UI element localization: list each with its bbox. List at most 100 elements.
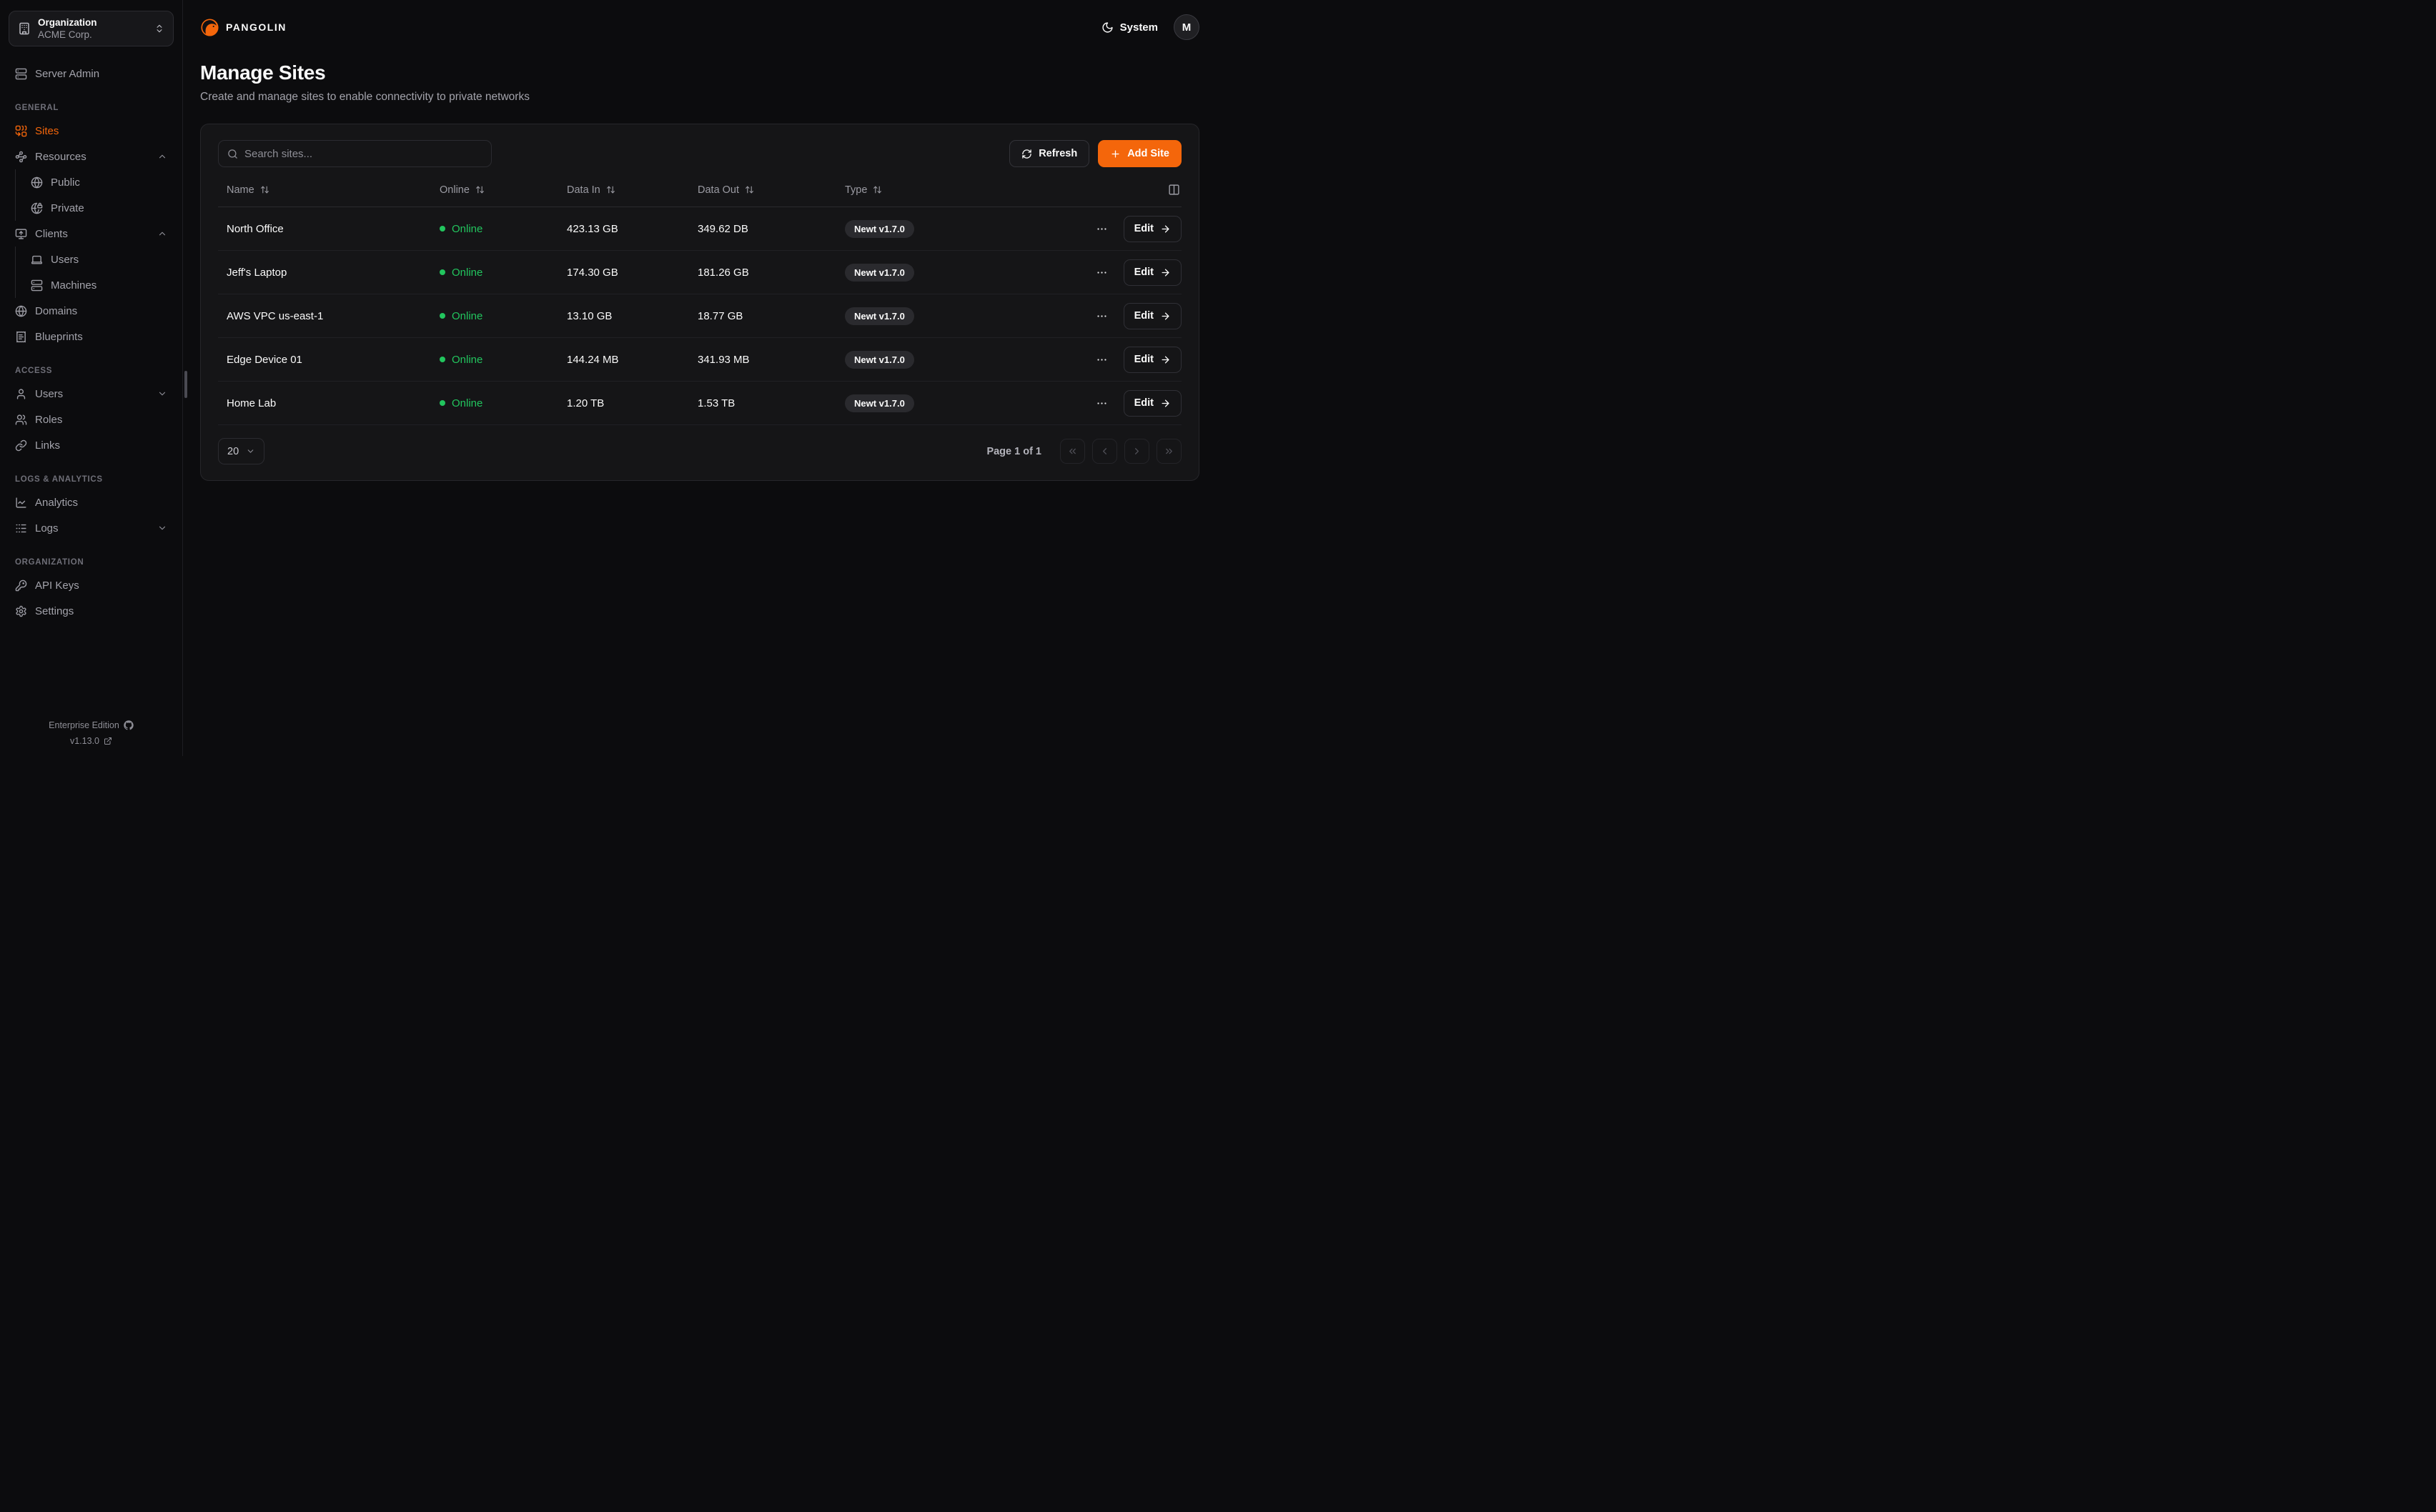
edition-link[interactable]: Enterprise Edition	[49, 720, 134, 730]
globe-lock-icon	[31, 202, 43, 214]
row-menu-button[interactable]	[1093, 351, 1111, 369]
sidebar-item-private[interactable]: Private	[24, 195, 174, 221]
columns-toggle-button[interactable]	[1167, 182, 1182, 197]
prev-page-button[interactable]	[1092, 439, 1117, 464]
sidebar-item-users[interactable]: Users	[9, 381, 174, 407]
row-menu-button[interactable]	[1093, 264, 1111, 282]
next-page-button[interactable]	[1124, 439, 1149, 464]
chevron-down-icon	[246, 447, 255, 456]
edit-button[interactable]: Edit	[1123, 389, 1182, 417]
sidebar-item-label: Private	[51, 202, 84, 214]
data-out-value: 18.77 GB	[698, 309, 743, 322]
chevron-up-icon	[157, 151, 167, 161]
plus-icon	[1110, 149, 1121, 159]
version-label: v1.13.0	[69, 736, 99, 746]
gear-icon	[15, 605, 27, 617]
sidebar-item-label: Public	[51, 176, 80, 189]
sidebar-item-analytics[interactable]: Analytics	[9, 489, 174, 515]
chevron-up-icon	[157, 229, 167, 239]
sidebar-item-label: Roles	[35, 413, 63, 426]
site-name: North Office	[227, 222, 284, 235]
refresh-button[interactable]: Refresh	[1009, 140, 1090, 167]
globe-icon	[15, 305, 27, 317]
add-site-button[interactable]: Add Site	[1098, 140, 1182, 167]
sidebar: Organization ACME Corp. Server Admin GEN…	[0, 0, 183, 756]
column-header-online[interactable]: Online	[440, 184, 485, 196]
site-name: Home Lab	[227, 397, 277, 409]
sidebar-item-settings[interactable]: Settings	[9, 598, 174, 624]
theme-toggle-button[interactable]: System	[1101, 21, 1158, 34]
external-link-icon	[104, 737, 112, 745]
sidebar-item-api-keys[interactable]: API Keys	[9, 572, 174, 598]
chevron-down-icon	[157, 389, 167, 399]
site-name: Jeff's Laptop	[227, 266, 287, 279]
edit-button[interactable]: Edit	[1123, 346, 1182, 373]
sidebar-item-blueprints[interactable]: Blueprints	[9, 324, 174, 349]
search-input[interactable]	[244, 147, 482, 160]
sidebar-item-sites[interactable]: Sites	[9, 118, 174, 144]
data-out-value: 349.62 DB	[698, 222, 748, 235]
search-box	[218, 140, 492, 167]
sidebar-item-domains[interactable]: Domains	[9, 298, 174, 324]
online-dot	[440, 400, 445, 406]
status-badge: Online	[452, 222, 483, 235]
columns-icon	[1168, 184, 1180, 196]
arrow-up-down-icon	[475, 185, 485, 194]
type-badge: Newt v1.7.0	[845, 394, 914, 412]
sidebar-item-client-users[interactable]: Users	[24, 247, 174, 272]
avatar[interactable]: M	[1174, 14, 1199, 40]
sidebar-nav: Server Admin GENERAL Sites Resources	[9, 61, 174, 624]
page-size-select[interactable]: 20	[218, 438, 265, 464]
ellipsis-icon	[1096, 397, 1108, 409]
sidebar-item-public[interactable]: Public	[24, 169, 174, 195]
status-badge: Online	[452, 309, 483, 322]
edit-button[interactable]: Edit	[1123, 259, 1182, 286]
arrow-right-icon	[1160, 311, 1171, 322]
row-menu-button[interactable]	[1093, 307, 1111, 325]
sidebar-section-organization: ORGANIZATION	[15, 558, 84, 567]
row-menu-button[interactable]	[1093, 220, 1111, 238]
column-header-data-in[interactable]: Data In	[567, 184, 615, 196]
edit-button[interactable]: Edit	[1123, 302, 1182, 329]
edit-button[interactable]: Edit	[1123, 215, 1182, 242]
sidebar-item-machines[interactable]: Machines	[24, 272, 174, 298]
sidebar-item-logs[interactable]: Logs	[9, 515, 174, 541]
server-icon	[15, 68, 27, 80]
server-icon	[31, 279, 43, 292]
status-badge: Online	[452, 353, 483, 366]
sidebar-item-roles[interactable]: Roles	[9, 407, 174, 432]
topbar: PANGOLIN System M	[200, 0, 1199, 54]
chevron-right-icon	[1132, 446, 1142, 457]
type-badge: Newt v1.7.0	[845, 350, 914, 369]
data-in-value: 423.13 GB	[567, 222, 618, 235]
sidebar-item-resources[interactable]: Resources	[9, 144, 174, 169]
sidebar-resize-handle[interactable]	[184, 371, 187, 398]
column-header-data-out[interactable]: Data Out	[698, 184, 754, 196]
avatar-initial: M	[1182, 21, 1192, 34]
last-page-button[interactable]	[1157, 439, 1182, 464]
sidebar-item-label: Settings	[35, 605, 74, 617]
column-header-name[interactable]: Name	[218, 184, 269, 196]
table-row: Home Lab Online 1.20 TB 1.53 TB Newt v1.…	[218, 382, 1182, 425]
page-info: Page 1 of 1	[986, 445, 1041, 457]
version-link[interactable]: v1.13.0	[70, 736, 112, 746]
chevrons-up-down-icon	[154, 24, 164, 34]
sidebar-item-label: Domains	[35, 304, 78, 317]
sidebar-item-server-admin[interactable]: Server Admin	[9, 61, 174, 86]
data-in-value: 174.30 GB	[567, 266, 618, 279]
arrow-right-icon	[1160, 398, 1171, 409]
first-page-button[interactable]	[1060, 439, 1085, 464]
arrow-right-icon	[1160, 354, 1171, 365]
brand-logo[interactable]: PANGOLIN	[200, 18, 287, 37]
sidebar-item-label: Clients	[35, 227, 68, 240]
sidebar-item-label: Links	[35, 439, 61, 452]
column-header-type[interactable]: Type	[845, 184, 882, 196]
table-row: AWS VPC us-east-1 Online 13.10 GB 18.77 …	[218, 294, 1182, 338]
edition-label: Enterprise Edition	[49, 720, 119, 730]
sidebar-item-clients[interactable]: Clients	[9, 221, 174, 247]
row-menu-button[interactable]	[1093, 394, 1111, 412]
org-selector[interactable]: Organization ACME Corp.	[9, 11, 174, 46]
sidebar-item-links[interactable]: Links	[9, 432, 174, 458]
pangolin-logo	[200, 18, 219, 37]
online-dot	[440, 269, 445, 275]
